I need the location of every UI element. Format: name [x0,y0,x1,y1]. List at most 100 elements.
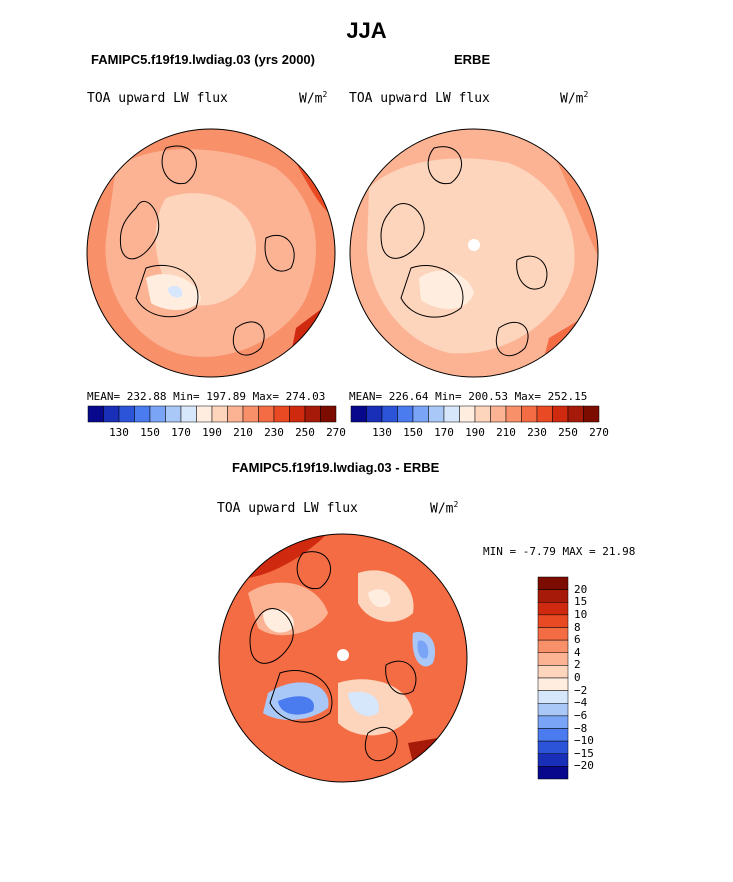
figure-title: JJA [346,18,387,43]
panel2-colorbar [350,405,600,423]
colorbar-swatch [87,405,104,423]
colorbar-swatch [537,728,569,742]
colorbar-swatch [537,690,569,704]
colorbar-swatch [537,639,569,653]
colorbar-tick-label: −2 [574,683,588,697]
colorbar-swatch [537,677,569,691]
colorbar-tick-label: 270 [326,426,346,439]
colorbar-tick-label: 150 [140,426,160,439]
colorbar-tick-label: 210 [233,426,253,439]
panel1-stats: MEAN= 232.88 Min= 197.89 Max= 274.03 [87,390,326,403]
colorbar-swatch [537,703,569,717]
colorbar-swatch [397,405,414,423]
colorbar-swatch [443,405,460,423]
colorbar-swatch [537,627,569,641]
colorbar-tick-label: 270 [589,426,609,439]
colorbar-swatch [537,652,569,666]
colorbar-swatch [289,405,306,423]
colorbar-swatch [273,405,290,423]
colorbar-swatch [242,405,259,423]
colorbar-swatch [412,405,429,423]
colorbar-swatch [350,405,367,423]
colorbar-swatch [304,405,321,423]
colorbar-swatch [428,405,445,423]
colorbar-tick-label: −8 [574,721,588,735]
panel2-title: ERBE [454,52,491,67]
colorbar-tick-label: 130 [109,426,129,439]
panel3-polar-map [218,533,468,783]
pole-hole-icon [468,239,480,251]
colorbar-swatch [583,405,600,423]
colorbar-swatch [490,405,507,423]
panel3-title: FAMIPC5.f19f19.lwdiag.03 - ERBE [232,460,440,475]
colorbar-tick-label: −4 [574,696,588,710]
colorbar-swatch [552,405,569,423]
colorbar-swatch [474,405,491,423]
colorbar-tick-label: 190 [465,426,485,439]
colorbar-swatch [366,405,383,423]
colorbar-tick-label: 6 [574,633,581,647]
colorbar-tick-label: 15 [574,595,588,609]
colorbar-tick-label: 170 [434,426,454,439]
colorbar-swatch [505,405,522,423]
colorbar-swatch [536,405,553,423]
colorbar-tick-label: 20 [574,582,588,596]
colorbar-tick-label: 210 [496,426,516,439]
colorbar-swatch [521,405,538,423]
colorbar-swatch [537,589,569,603]
colorbar-tick-label: 230 [264,426,284,439]
panel2-polar-map [349,128,599,378]
colorbar-swatch [537,576,569,590]
panel3-variable: TOA upward LW flux [217,501,358,516]
colorbar-swatch [211,405,228,423]
colorbar-swatch [118,405,135,423]
panel1-colorbar [87,405,337,423]
colorbar-swatch [227,405,244,423]
colorbar-tick-label: −10 [574,734,594,748]
colorbar-swatch [258,405,275,423]
colorbar-swatch [537,602,569,616]
panel2-variable: TOA upward LW flux [349,91,490,106]
colorbar-swatch [537,715,569,729]
colorbar-tick-label: −15 [574,746,594,760]
panel2-stats: MEAN= 226.64 Min= 200.53 Max= 252.15 [349,390,588,403]
colorbar-swatch [537,753,569,767]
colorbar-swatch [103,405,120,423]
colorbar-tick-label: 10 [574,607,588,621]
panel3-stats: MIN = -7.79 MAX = 21.98 [483,545,636,558]
colorbar-tick-label: 190 [202,426,222,439]
panel1-units: W/m2 [299,90,328,107]
colorbar-swatch [537,740,569,754]
panel2-units: W/m2 [560,90,589,107]
colorbar-swatch [537,614,569,628]
colorbar-swatch [149,405,166,423]
colorbar-swatch [459,405,476,423]
colorbar-tick-label: 8 [574,620,581,634]
colorbar-swatch [165,405,182,423]
colorbar-tick-label: 250 [295,426,315,439]
colorbar-tick-label: 2 [574,658,581,672]
panel1-title: FAMIPC5.f19f19.lwdiag.03 (yrs 2000) [91,52,315,67]
colorbar-tick-label: 250 [558,426,578,439]
colorbar-tick-label: 150 [403,426,423,439]
colorbar-swatch [537,766,569,780]
colorbar-swatch [567,405,584,423]
colorbar-swatch [320,405,337,423]
colorbar-tick-label: −20 [574,759,594,773]
panel3-units: W/m2 [430,500,459,517]
panel1-variable: TOA upward LW flux [87,91,228,106]
colorbar-swatch [196,405,213,423]
colorbar-tick-label: 4 [574,645,581,659]
colorbar-swatch [381,405,398,423]
panel1-polar-map [86,128,336,378]
colorbar-tick-label: 230 [527,426,547,439]
colorbar-tick-label: 170 [171,426,191,439]
colorbar-tick-label: 130 [372,426,392,439]
colorbar-tick-label: −6 [574,708,588,722]
colorbar-tick-label: 0 [574,671,581,684]
pole-hole-icon [337,649,349,661]
colorbar-swatch [134,405,151,423]
panel3-colorbar [537,576,569,780]
colorbar-swatch [180,405,197,423]
colorbar-swatch [537,665,569,679]
